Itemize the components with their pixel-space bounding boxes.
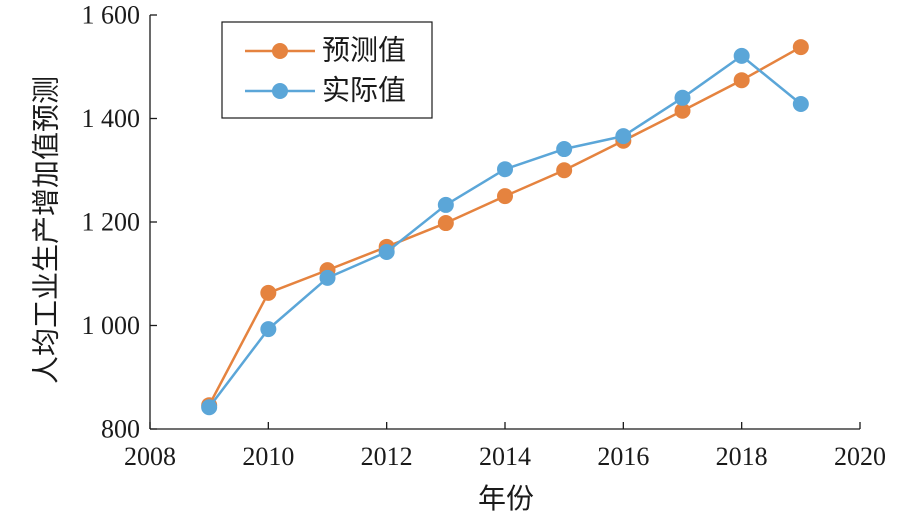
data-point-series-1 xyxy=(615,128,632,145)
legend-entry-series-1: 实际值 xyxy=(245,75,406,107)
data-point-series-0 xyxy=(260,284,277,301)
x-tick-label: 2016 xyxy=(597,442,649,471)
data-point-series-0 xyxy=(497,188,513,205)
x-tick-label: 2012 xyxy=(361,442,413,471)
data-point-series-1 xyxy=(260,321,277,338)
data-point-series-1 xyxy=(497,161,513,178)
legend-marker-series-0 xyxy=(272,43,288,59)
legend-label-series-1: 实际值 xyxy=(322,75,406,107)
data-point-series-1 xyxy=(733,47,750,64)
data-point-series-0 xyxy=(733,72,750,89)
legend: 预测值 实际值 xyxy=(221,21,433,119)
y-tick-label: 1 400 xyxy=(82,104,141,133)
data-point-series-1 xyxy=(378,244,395,261)
data-point-series-1 xyxy=(201,399,218,416)
y-tick-label: 800 xyxy=(101,415,140,444)
x-axis-title: 年份 xyxy=(478,483,534,515)
x-tick-label: 2014 xyxy=(479,442,531,471)
y-tick-label: 1 600 xyxy=(82,1,141,30)
x-tick-label: 2020 xyxy=(834,442,886,471)
x-tick-label: 2018 xyxy=(716,442,768,471)
legend-entry-series-0: 预测值 xyxy=(245,35,406,67)
data-point-series-1 xyxy=(437,196,454,213)
data-point-series-0 xyxy=(674,102,691,119)
series-layer xyxy=(201,39,809,416)
y-tick-label: 1 000 xyxy=(82,311,141,340)
series-1 xyxy=(201,47,809,416)
data-point-series-0 xyxy=(437,215,454,232)
x-tick-label: 2008 xyxy=(124,442,176,471)
data-point-series-1 xyxy=(674,89,691,106)
data-point-series-1 xyxy=(556,141,573,158)
x-ticks: 2008 2010 2012 2014 2016 2018 2020 xyxy=(124,422,886,471)
legend-marker-series-1 xyxy=(272,83,288,99)
data-point-series-0 xyxy=(556,162,573,179)
legend-box xyxy=(221,21,433,119)
x-tick-label: 2010 xyxy=(242,442,294,471)
y-axis-title: 人均工业生产增加值预测 xyxy=(31,76,63,384)
y-ticks: 800 1 000 1 200 1 400 1 600 xyxy=(82,1,157,444)
legend-label-series-0: 预测值 xyxy=(322,35,406,67)
data-point-series-1 xyxy=(319,269,336,286)
data-point-series-0 xyxy=(792,39,809,56)
data-point-series-1 xyxy=(792,96,809,113)
y-tick-label: 1 200 xyxy=(82,208,141,237)
